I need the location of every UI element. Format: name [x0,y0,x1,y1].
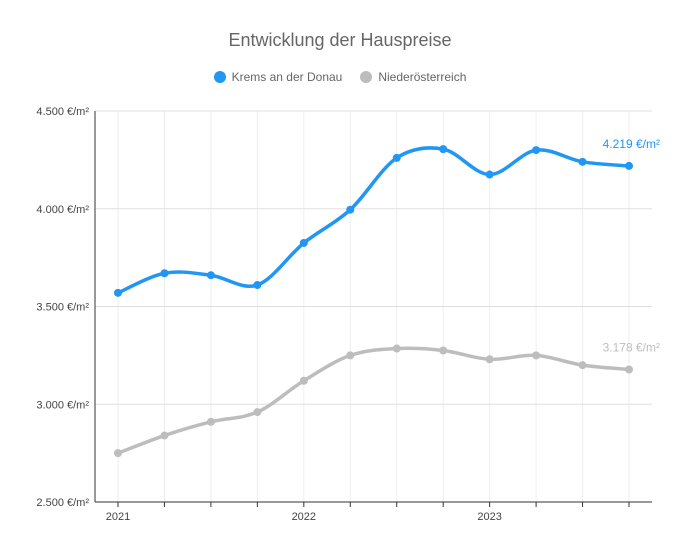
data-point-niederoesterreich [439,346,448,355]
data-point-niederoesterreich [253,408,262,417]
chart-title: Entwicklung der Hauspreise [228,30,452,50]
y-tick-label: 4.000 €/m² [36,204,89,216]
data-point-krems [160,269,169,278]
legend-label-niederoesterreich: Niederösterreich [378,70,467,84]
data-point-krems [299,238,308,247]
legend-item-krems[interactable]: Krems an der Donau [213,70,343,84]
legend-marker-krems [213,71,226,83]
data-point-krems [346,205,355,214]
data-point-niederoesterreich [578,361,587,370]
data-point-niederoesterreich [392,344,401,353]
y-tick-label: 3.000 €/m² [36,399,89,411]
data-point-krems [578,157,587,166]
y-tick-label: 3.500 €/m² [36,302,89,314]
data-point-krems [392,153,401,162]
legend: Krems an der Donau Niederösterreich [0,70,680,84]
data-point-niederoesterreich [299,376,308,385]
data-point-niederoesterreich [532,351,541,360]
end-value-label-krems: 4.219 €/m² [603,137,660,151]
legend-item-niederoesterreich[interactable]: Niederösterreich [360,70,466,84]
series-line-krems [116,146,631,295]
series-line-niederoesterreich [116,346,631,455]
data-point-krems [439,145,448,154]
data-point-niederoesterreich [625,365,633,374]
data-point-niederoesterreich [160,431,169,440]
data-point-krems [532,146,541,155]
data-point-krems [625,161,633,170]
legend-marker-niederoesterreich [360,71,373,83]
data-point-krems [253,280,262,289]
y-tick-label: 4.500 €/m² [36,106,89,118]
data-point-niederoesterreich [206,417,215,426]
data-point-niederoesterreich [485,355,494,364]
x-tick-label: 2022 [292,511,316,523]
data-point-niederoesterreich [114,449,122,458]
data-point-krems [206,271,215,280]
x-tick-label: 2021 [106,511,130,523]
y-tick-label: 2.500 €/m² [36,497,89,509]
x-tick-label: 2023 [477,511,501,523]
data-point-niederoesterreich [346,351,355,360]
legend-label-krems: Krems an der Donau [231,70,343,84]
data-point-krems [114,288,122,297]
end-value-label-niederoesterreich: 3.178 €/m² [603,340,660,354]
data-point-krems [485,170,494,179]
